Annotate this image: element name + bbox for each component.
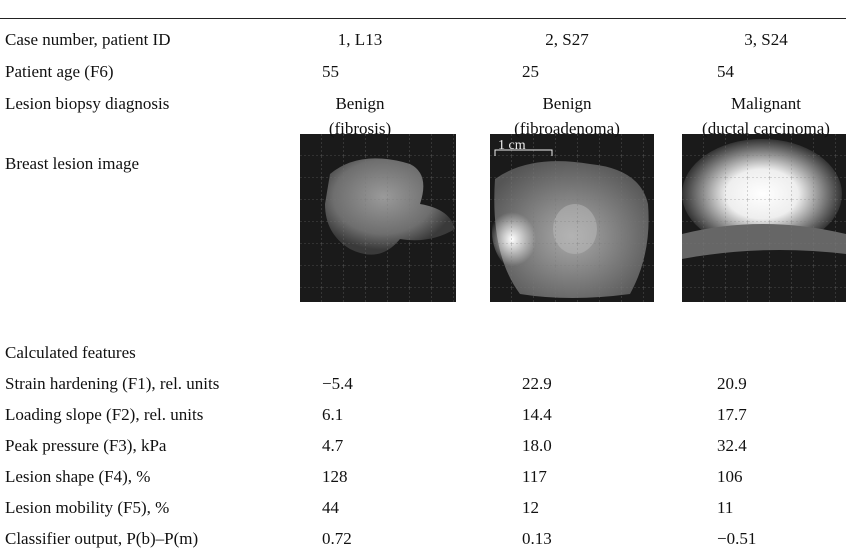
cell: 3, S24 <box>744 30 787 50</box>
cell: 106 <box>717 467 743 487</box>
cell: −0.51 <box>717 529 756 549</box>
cell: 0.13 <box>522 529 552 549</box>
cell: 1, L13 <box>338 30 382 50</box>
lesion-image-2 <box>490 134 654 302</box>
cell: 17.7 <box>717 405 747 425</box>
section-label: Calculated features <box>5 343 136 363</box>
cell: 25 <box>522 62 539 82</box>
diagnosis-line: (ductal carcinoma) <box>702 119 830 139</box>
cell: 54 <box>717 62 734 82</box>
cell: 6.1 <box>322 405 343 425</box>
row-label: Classifier output, P(b)–P(m) <box>5 529 198 549</box>
cell: 18.0 <box>522 436 552 456</box>
cell: 117 <box>522 467 547 487</box>
diagnosis-line: (fibrosis) <box>329 119 391 139</box>
cell: 0.72 <box>322 529 352 549</box>
diagnosis-line: Benign <box>335 94 384 114</box>
cell: 20.9 <box>717 374 747 394</box>
diagnosis-line: Malignant <box>731 94 801 114</box>
row-label: Lesion mobility (F5), % <box>5 498 169 518</box>
cell: 128 <box>322 467 348 487</box>
lesion-image-1 <box>300 134 456 302</box>
cell: 55 <box>322 62 339 82</box>
row-label: Case number, patient ID <box>5 30 171 50</box>
cell: 14.4 <box>522 405 552 425</box>
lesion-image-3 <box>682 134 846 302</box>
top-rule <box>0 18 846 19</box>
cell: −5.4 <box>322 374 353 394</box>
row-label: Loading slope (F2), rel. units <box>5 405 203 425</box>
row-label: Patient age (F6) <box>5 62 114 82</box>
cell: 12 <box>522 498 539 518</box>
cell: 44 <box>322 498 339 518</box>
diagnosis-line: Benign <box>542 94 591 114</box>
cell: 2, S27 <box>545 30 588 50</box>
row-label: Strain hardening (F1), rel. units <box>5 374 219 394</box>
cell: 22.9 <box>522 374 552 394</box>
cell: 4.7 <box>322 436 343 456</box>
row-label: Lesion shape (F4), % <box>5 467 150 487</box>
page: {"table": { "rows": [ {"label": "Case nu… <box>0 0 846 525</box>
cell: 11 <box>717 498 733 518</box>
diagnosis-line: (fibroadenoma) <box>514 119 620 139</box>
row-label: Breast lesion image <box>5 154 139 174</box>
scale-label: 1 cm <box>498 136 526 156</box>
row-label: Lesion biopsy diagnosis <box>5 94 169 114</box>
row-label: Peak pressure (F3), kPa <box>5 436 166 456</box>
cell: 32.4 <box>717 436 747 456</box>
